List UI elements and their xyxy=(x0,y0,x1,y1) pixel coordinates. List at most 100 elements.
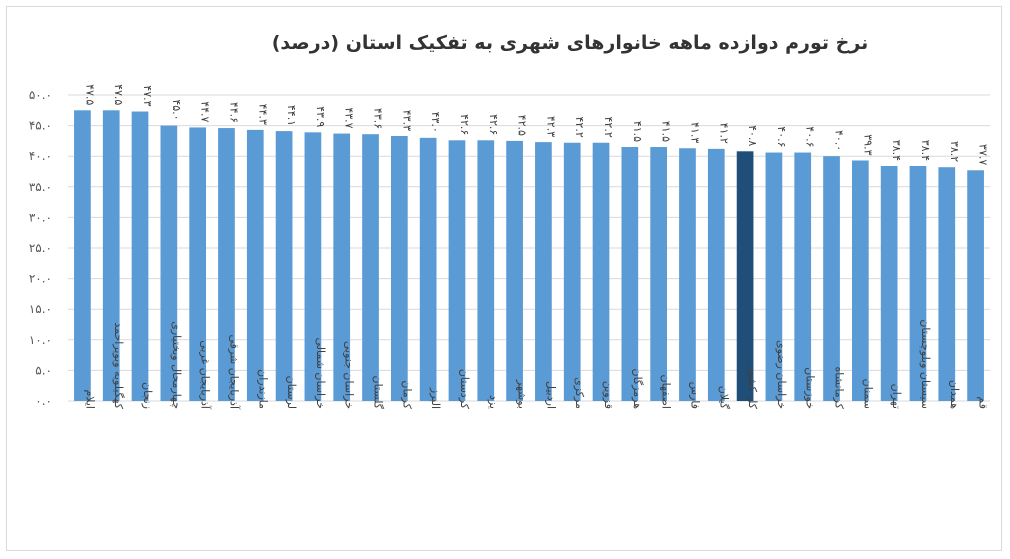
x-tick-label: کل کشور xyxy=(746,365,759,410)
y-axis: ۵۰.۰ ۴۵.۰ ۴۰.۰ ۳۵.۰ ۳۰.۰ ۲۵.۰ ۲۰.۰ ۱۵.۰ ۱۰.۰ ۵.۰ ۰… xyxy=(29,88,52,408)
chart-title: نرخ تورم دوازده ماهه خانوارهای شهری به ت… xyxy=(272,32,869,54)
data-label: ۴۴.۷ xyxy=(199,101,212,122)
y-tick-label: ۵۰.۰ xyxy=(29,88,52,102)
bar xyxy=(621,147,639,401)
data-label: ۴۱.۳ xyxy=(688,122,701,143)
data-labels: ۴۷.۵ ۴۷.۵ ۴۷.۳ ۴۵.۰ ۴۴.۷ ۴۴.۶ ۴۴.۳ ۴۴.۱ ۴۳.۹ ۴۳.۷… xyxy=(83,84,989,165)
bar xyxy=(246,129,264,401)
bar xyxy=(765,152,783,401)
data-label: ۴۳.۶ xyxy=(372,108,385,129)
y-tick-label: ۴۵.۰ xyxy=(29,119,52,133)
data-label: ۴۰.۶ xyxy=(775,126,788,147)
data-label: ۳۷.۷ xyxy=(977,144,990,165)
x-tick-label: خوزستان xyxy=(804,367,817,409)
bar xyxy=(535,142,552,401)
x-tick-label: آذربایجان شرقی xyxy=(227,335,241,410)
bar xyxy=(477,140,495,401)
data-label: ۴۴.۱ xyxy=(285,105,298,126)
data-label: ۴۰.۰ xyxy=(833,130,846,151)
bar xyxy=(304,132,322,401)
bar xyxy=(448,140,466,401)
y-tick-label: ۳۵.۰ xyxy=(29,180,52,194)
bar xyxy=(707,148,725,401)
data-label: ۴۵.۰ xyxy=(170,99,183,120)
x-tick-label: کرمان xyxy=(400,380,413,409)
x-tick-label: چهارمحال وبختیاری xyxy=(170,321,183,409)
data-label: ۴۱.۲ xyxy=(717,123,730,144)
bar xyxy=(880,165,898,401)
bar xyxy=(563,142,581,401)
data-label: ۴۱.۵ xyxy=(660,121,673,142)
bar xyxy=(218,128,235,401)
data-label: ۴۳.۳ xyxy=(400,110,413,131)
x-tick-label: البرز xyxy=(429,387,442,409)
data-label: ۴۲.۶ xyxy=(458,114,471,135)
data-label: ۳۸.۲ xyxy=(948,141,961,162)
x-tick-label: اردبیل xyxy=(544,381,557,409)
bar xyxy=(967,170,984,401)
bar xyxy=(74,110,91,402)
bar xyxy=(275,131,293,401)
x-tick-label: اصفهان xyxy=(660,375,673,409)
x-tick-label: تهران xyxy=(890,384,903,409)
bar xyxy=(650,147,668,401)
x-tick-label: کرمانشاه xyxy=(833,366,846,409)
x-tick-label: خراسان شمالی xyxy=(314,337,327,409)
data-label: ۴۲.۵ xyxy=(516,115,529,136)
data-label: ۴۰.۸ xyxy=(746,125,759,146)
data-label: ۴۳.۰ xyxy=(429,112,442,133)
data-label: ۴۳.۹ xyxy=(314,106,327,127)
bar xyxy=(679,148,696,401)
x-tick-label: سمنان xyxy=(861,379,874,409)
bar xyxy=(102,110,120,402)
data-label: ۴۷.۵ xyxy=(83,84,96,105)
bar xyxy=(909,165,927,401)
data-label: ۳۸.۴ xyxy=(919,140,932,161)
bar xyxy=(592,142,610,401)
x-tick-label: خراسان رضوی xyxy=(775,340,788,409)
y-tick-label: ۱۰.۰ xyxy=(29,333,52,347)
data-label: ۴۳.۷ xyxy=(343,107,356,128)
bar xyxy=(390,136,408,401)
data-label: ۴۴.۶ xyxy=(227,102,240,123)
x-tick-label: فارس xyxy=(688,382,701,409)
y-tick-label: ۲۵.۰ xyxy=(29,241,52,255)
data-label: ۴۲.۶ xyxy=(487,114,500,135)
data-label: ۴۷.۵ xyxy=(112,84,125,105)
y-tick-label: ۴۰.۰ xyxy=(29,149,52,163)
x-tick-label: سیستان وبلوچستان xyxy=(919,319,932,409)
bar xyxy=(189,127,207,401)
x-tick-label: بوشهر xyxy=(516,379,529,409)
bar xyxy=(362,134,379,401)
x-tick-label: زنجان xyxy=(141,382,154,409)
y-tick-label: ۰.۰ xyxy=(35,394,52,408)
bars xyxy=(74,110,984,402)
data-label: ۴۷.۳ xyxy=(141,85,154,106)
data-label: ۴۰.۶ xyxy=(804,126,817,147)
bar xyxy=(419,137,437,401)
data-label: ۴۲.۲ xyxy=(602,117,615,138)
x-tick-label: یزد xyxy=(487,395,500,409)
data-label: ۳۹.۳ xyxy=(861,134,874,155)
x-tick-label: خراسان جنوبی xyxy=(343,341,356,409)
data-label: ۴۴.۳ xyxy=(256,104,269,125)
x-axis-labels: ایلام کهگیلویه وبویراحمد زنجان چهارمحال وبخ… xyxy=(83,319,989,410)
data-label: ۴۱.۵ xyxy=(631,121,644,142)
bar xyxy=(823,156,840,401)
y-tick-label: ۳۰.۰ xyxy=(29,210,52,224)
y-tick-label: ۵.۰ xyxy=(35,363,52,377)
x-tick-label: گیلان xyxy=(717,386,730,410)
x-tick-label: کهگیلویه وبویراحمد xyxy=(112,322,125,409)
bar xyxy=(736,151,754,401)
x-tick-label: همدان xyxy=(948,380,961,409)
data-label: ۴۲.۲ xyxy=(573,117,586,138)
bar xyxy=(333,133,351,401)
x-tick-label: گلستان xyxy=(372,376,385,410)
x-tick-label: آذربایجان غربی xyxy=(199,340,213,410)
y-tick-label: ۱۵.۰ xyxy=(29,302,52,316)
x-tick-label: لرستان xyxy=(285,376,298,409)
x-tick-label: مازندران xyxy=(256,369,269,409)
bar xyxy=(131,111,149,402)
bar xyxy=(938,167,956,401)
